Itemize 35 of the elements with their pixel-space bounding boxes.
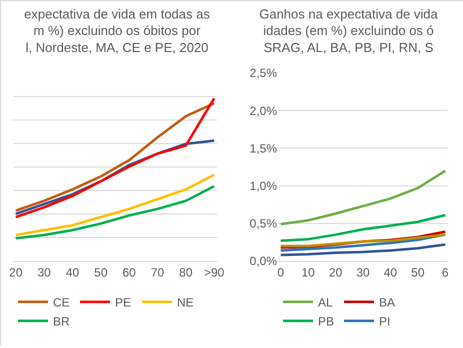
x-tick-label: 70 [150, 265, 164, 280]
x-tick-label: 40 [66, 265, 80, 280]
legend-label: BA [379, 296, 396, 310]
x-tick-label: 40 [384, 265, 398, 280]
x-tick-label: 50 [94, 265, 108, 280]
legend-label: CE [53, 296, 70, 310]
legend-label: PB [318, 314, 334, 328]
x-tick-label: 30 [37, 265, 52, 280]
line-series [279, 233, 447, 248]
x-tick-label: 60 [122, 265, 136, 280]
x-tick-label: 10 [301, 265, 316, 280]
x-tick-label: 30 [356, 265, 370, 280]
x-tick-label: 6 [442, 265, 449, 280]
y-tick-label: 2,0% [250, 104, 278, 118]
y-tick-label: 2,5% [250, 66, 278, 80]
y-tick-label: 0,0% [250, 254, 278, 268]
y-tick-label: 1,0% [250, 179, 278, 193]
y-tick-label: 0,5% [250, 216, 278, 231]
y-tick-label: 1,5% [250, 141, 278, 156]
legend-label: BR [53, 314, 70, 328]
chart-title: Ganhos na expectativa de vida idades (em %) excluindo os ó SRAG, AL, BA, PB, PI, RN, S [259, 6, 439, 56]
line-series [279, 170, 447, 226]
legend-label: AL [318, 296, 334, 310]
x-tick-label: >90 [204, 265, 225, 280]
chart-title: expectativa de vida em todas as m %) excluindo os óbitos por l, Nordeste, MA, CE e PE, 2020 [24, 6, 210, 56]
x-tick-label: 0 [277, 265, 284, 280]
legend-label: NE [177, 296, 194, 310]
x-tick-label: 80 [179, 265, 193, 280]
line-series [279, 214, 447, 242]
x-tick-label: 20 [328, 265, 343, 280]
legend-label: PE [115, 296, 132, 310]
x-tick-label: 20 [9, 265, 23, 280]
legend-label: PI [379, 314, 390, 328]
x-tick-label: 50 [411, 265, 425, 280]
line-series [279, 243, 447, 256]
